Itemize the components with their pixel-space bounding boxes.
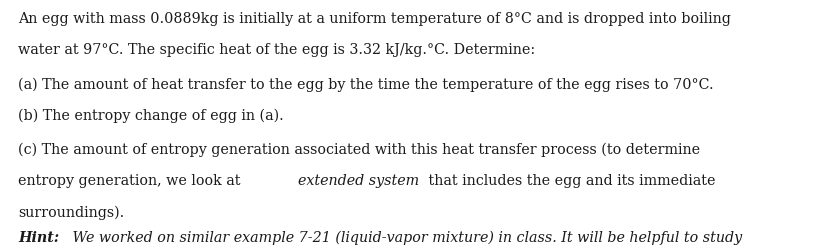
Text: (c) The amount of entropy generation associated with this heat transfer process : (c) The amount of entropy generation ass… bbox=[18, 142, 701, 157]
Text: water at 97°C. The specific heat of the egg is 3.32 kJ/kg.°C. Determine:: water at 97°C. The specific heat of the … bbox=[18, 43, 536, 58]
Text: surroundings).: surroundings). bbox=[18, 205, 124, 220]
Text: entropy generation, we look at: entropy generation, we look at bbox=[18, 174, 245, 188]
Text: (b) The entropy change of egg in (a).: (b) The entropy change of egg in (a). bbox=[18, 109, 284, 123]
Text: Hint:: Hint: bbox=[18, 231, 59, 245]
Text: We worked on similar example 7-21 (liquid-vapor mixture) in class. It will be he: We worked on similar example 7-21 (liqui… bbox=[68, 231, 742, 245]
Text: that includes the egg and its immediate: that includes the egg and its immediate bbox=[424, 174, 716, 188]
Text: extended system: extended system bbox=[298, 174, 419, 188]
Text: An egg with mass 0.0889kg is initially at a uniform temperature of 8°C and is dr: An egg with mass 0.0889kg is initially a… bbox=[18, 12, 731, 26]
Text: (a) The amount of heat transfer to the egg by the time the temperature of the eg: (a) The amount of heat transfer to the e… bbox=[18, 77, 714, 92]
